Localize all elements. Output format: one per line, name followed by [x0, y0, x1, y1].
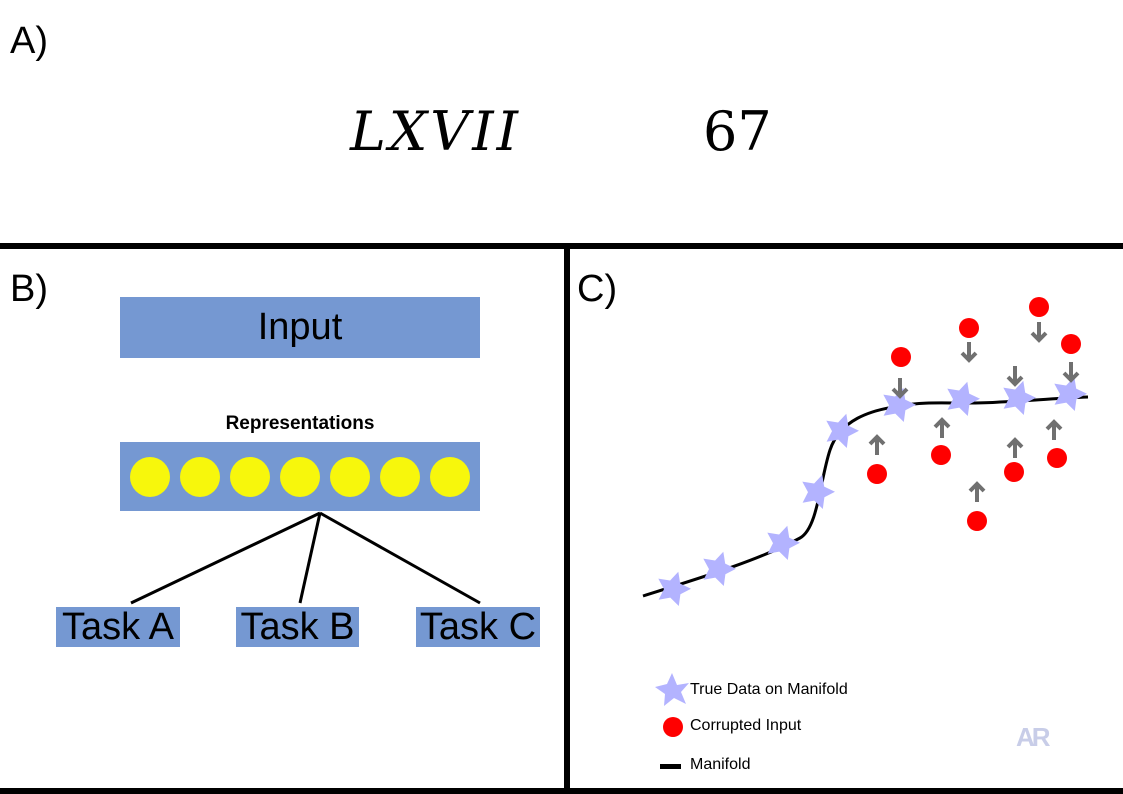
legend-manifold-icon	[660, 764, 681, 769]
corrupted-point	[1047, 448, 1067, 468]
task-label: Task A	[62, 605, 174, 648]
arrow-down-icon	[1006, 366, 1024, 387]
connection-task-a	[130, 511, 321, 605]
neuron	[380, 456, 420, 497]
connection-task-b	[298, 512, 322, 604]
legend-corrupted-label: Corrupted Input	[690, 717, 802, 734]
representation-layer	[120, 442, 480, 511]
neuron	[330, 456, 370, 497]
panel-a-label: A)	[10, 20, 48, 62]
task-box-c: Task C	[416, 605, 540, 648]
arrow-down-icon	[1062, 362, 1080, 383]
roman-numeral: LXVII	[350, 100, 521, 163]
denoising-arrows	[868, 322, 1080, 502]
legend-true-data-label: True Data on Manifold	[690, 681, 848, 698]
bottom-divider	[0, 788, 1123, 794]
neuron	[230, 456, 270, 497]
corrupted-point	[867, 464, 887, 484]
task-connections	[130, 511, 481, 605]
neuron	[280, 456, 320, 497]
arrow-down-icon	[891, 378, 909, 399]
true-data-points	[658, 376, 1087, 606]
task-label: Task B	[240, 605, 355, 648]
arrow-down-icon	[1030, 322, 1048, 343]
neuron	[180, 456, 220, 497]
connection-task-c	[319, 511, 481, 605]
corrupted-point	[931, 445, 951, 465]
task-box-b: Task B	[236, 605, 359, 648]
corrupted-point	[959, 318, 979, 338]
task-box-a: Task A	[56, 605, 180, 648]
neuron	[430, 456, 470, 497]
panel-b-label: B)	[10, 268, 48, 310]
true-data-star	[767, 525, 800, 560]
arrow-up-icon	[868, 434, 886, 455]
true-data-star	[826, 413, 859, 448]
task-label: Task C	[419, 605, 537, 648]
top-divider	[0, 243, 1123, 249]
input-label: Input	[257, 306, 343, 348]
arrow-up-icon	[1045, 419, 1063, 440]
true-data-star	[802, 474, 835, 509]
panel-c-label: C)	[577, 268, 618, 310]
vertical-divider	[564, 247, 570, 794]
arabic-number: 67	[703, 100, 772, 163]
arrow-up-icon	[933, 417, 951, 438]
corrupted-points	[867, 297, 1081, 531]
true-data-star	[1054, 376, 1087, 411]
legend-star-icon	[655, 673, 689, 706]
corrupted-point	[1029, 297, 1049, 317]
arrow-up-icon	[968, 481, 986, 502]
legend-manifold-label: Manifold	[690, 756, 751, 773]
legend-corrupted-icon	[663, 717, 683, 737]
corrupted-point	[891, 347, 911, 367]
watermark-logo: AR	[1016, 722, 1051, 752]
corrupted-point	[967, 511, 987, 531]
corrupted-point	[1061, 334, 1081, 354]
corrupted-point	[1004, 462, 1024, 482]
true-data-star	[703, 551, 736, 586]
true-data-star	[658, 571, 691, 606]
true-data-star	[947, 381, 980, 416]
arrow-down-icon	[960, 342, 978, 363]
true-data-star	[883, 387, 916, 422]
true-data-star	[1003, 380, 1036, 415]
arrow-up-icon	[1006, 437, 1024, 458]
representations-label: Representations	[225, 413, 375, 434]
input-box: Input	[120, 297, 480, 358]
neuron	[130, 456, 170, 497]
